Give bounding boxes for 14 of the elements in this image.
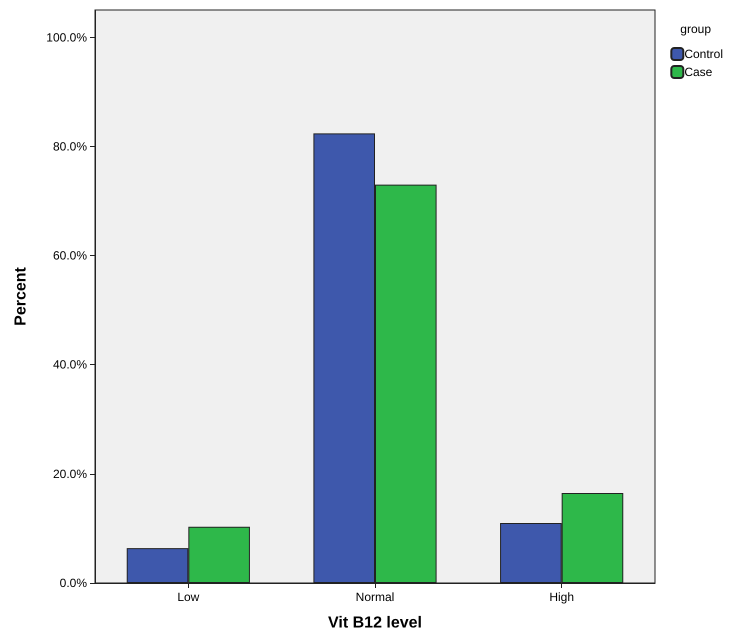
y-tick-label: 80.0%	[52, 139, 88, 154]
x-axis-title: Vit B12 level	[328, 614, 422, 632]
legend-label: Case	[684, 65, 713, 79]
y-tick-label: 0.0%	[60, 576, 88, 590]
x-tick-label: Normal	[356, 590, 394, 604]
y-tick-label: 60.0%	[52, 248, 88, 263]
y-tick-label: 20.0%	[52, 466, 88, 481]
x-tick-label: Low	[177, 590, 200, 604]
y-tick-label: 40.0%	[52, 358, 88, 372]
y-axis-title: Percent	[12, 266, 30, 326]
legend-label: Control	[684, 47, 724, 61]
x-tick-label: High	[549, 590, 574, 604]
legend-title: group	[680, 22, 712, 36]
y-tick-label: 100.0%	[46, 30, 88, 44]
